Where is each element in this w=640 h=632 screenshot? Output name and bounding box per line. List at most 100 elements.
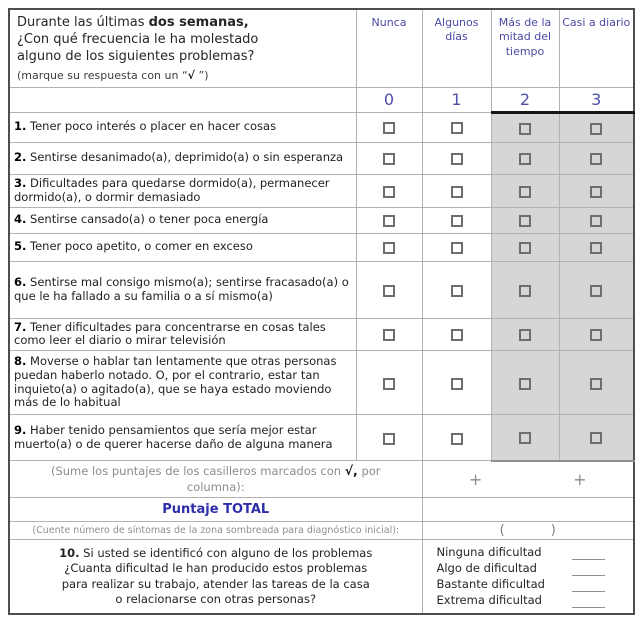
answer-cell	[421, 317, 492, 352]
symptom-count-cell: ()	[421, 521, 635, 541]
score-value-1: 1	[421, 86, 492, 113]
checkbox-item3-mas-de-la-mitad[interactable]	[519, 185, 531, 198]
item-5-text: 5. Tener poco apetito, o comer en exceso	[8, 232, 357, 262]
checkbox-item3-algunos-dias[interactable]	[450, 185, 463, 198]
difficulty-answer-line[interactable]	[572, 549, 605, 560]
answer-cell	[421, 206, 492, 234]
checkbox-item7-nunca[interactable]	[383, 329, 395, 342]
header-question-line2: ¿Con qué frecuencia le ha molestado	[17, 31, 259, 47]
item-row-9: 9. Haber tenido pensamientos que sería m…	[8, 414, 635, 462]
checkbox-item1-nunca[interactable]	[383, 122, 395, 134]
header-question-line3: alguno de los siguientes problemas?	[17, 48, 255, 64]
total-score-cell[interactable]	[421, 497, 635, 523]
checkbox-item2-algunos-dias[interactable]	[450, 153, 463, 165]
item-row-1: 1. Tener poco interés o placer en hacer …	[8, 110, 635, 143]
checkbox-item2-mas-de-la-mitad[interactable]	[519, 153, 531, 165]
item-8-text: 8. Moverse o hablar tan lentamente que o…	[8, 350, 357, 416]
difficulty-answer-line[interactable]	[572, 565, 605, 576]
checkbox-item7-casi-a-diario[interactable]	[590, 329, 603, 342]
difficulty-answer-line[interactable]	[572, 581, 605, 592]
checkbox-item2-casi-a-diario[interactable]	[590, 153, 603, 165]
difficulty-answer-line[interactable]	[572, 597, 605, 608]
phq9-form-table: Durante las últimas dos semanas, ¿Con qu…	[8, 8, 635, 615]
check-mark-icon: √	[187, 68, 196, 82]
difficulty-option-label: Algo de dificultad	[436, 560, 538, 575]
total-score-label: Puntaje TOTAL	[8, 497, 423, 523]
answer-cell	[558, 260, 635, 319]
item-6-text: 6. Sentirse mal consigo mismo(a); sentir…	[8, 260, 357, 319]
sum-instruction: (Sume los puntajes de los casilleros mar…	[8, 460, 423, 499]
answer-cell	[490, 141, 560, 175]
checkbox-item9-nunca[interactable]	[383, 432, 395, 445]
checkbox-item1-algunos-dias[interactable]	[450, 122, 463, 134]
checkbox-item8-casi-a-diario[interactable]	[590, 377, 603, 390]
header-question-cell: Durante las últimas dos semanas, ¿Con qu…	[8, 8, 357, 88]
question-10-text: 10. Si usted se identificó con alguno de…	[8, 539, 423, 615]
checkbox-item8-mas-de-la-mitad[interactable]	[519, 377, 531, 390]
checkbox-item4-algunos-dias[interactable]	[450, 215, 463, 227]
checkbox-item7-mas-de-la-mitad[interactable]	[519, 329, 531, 342]
checkbox-item5-mas-de-la-mitad[interactable]	[519, 242, 531, 254]
answer-cell	[355, 350, 423, 416]
item-4-text: 4. Sentirse cansado(a) o tener poca ener…	[8, 206, 357, 234]
checkbox-item5-algunos-dias[interactable]	[450, 242, 463, 254]
answer-cell	[355, 317, 423, 352]
checkbox-item3-casi-a-diario[interactable]	[590, 185, 603, 198]
item-row-8: 8. Moverse o hablar tan lentamente que o…	[8, 350, 635, 416]
score-row: 0 1 2 3	[8, 86, 635, 113]
difficulty-option-row: Bastante dificultad	[423, 577, 633, 593]
checkbox-item9-casi-a-diario[interactable]	[590, 432, 603, 445]
answer-cell	[490, 206, 560, 234]
answer-cell	[558, 414, 635, 462]
paren-open: (	[499, 523, 505, 539]
difficulty-option-row: Ninguna dificultad	[423, 545, 633, 561]
checkbox-item6-mas-de-la-mitad[interactable]	[519, 284, 531, 297]
column-header-algunos-dias: Algunos días	[421, 8, 492, 88]
score-row-empty-cell	[8, 86, 357, 113]
item-row-6: 6. Sentirse mal consigo mismo(a); sentir…	[8, 260, 635, 319]
answer-cell	[421, 141, 492, 175]
checkbox-item9-mas-de-la-mitad[interactable]	[519, 432, 531, 445]
answer-cell	[355, 173, 423, 208]
answer-cell	[421, 111, 492, 143]
item-row-2: 2. Sentirse desanimado(a), deprimido(a) …	[8, 141, 635, 175]
answer-cell	[490, 317, 560, 352]
answer-cell	[558, 232, 635, 262]
checkbox-item2-nunca[interactable]	[383, 153, 395, 165]
item-3-text: 3. Dificultades para quedarse dormido(a)…	[8, 173, 357, 208]
score-value-3: 3	[558, 86, 635, 113]
header-question-line1: Durante las últimas dos semanas,	[17, 15, 249, 30]
checkbox-item4-casi-a-diario[interactable]	[590, 215, 603, 227]
symptom-count-row: (Cuente número de síntomas de la zona so…	[8, 521, 635, 541]
column-header-nunca: Nunca	[355, 8, 423, 88]
checkbox-item4-nunca[interactable]	[383, 215, 395, 227]
score-value-0: 0	[355, 86, 423, 113]
mark-instruction: (marque su respuesta con un “√ ”)	[17, 68, 209, 82]
checkbox-item5-nunca[interactable]	[383, 242, 395, 254]
checkbox-item8-algunos-dias[interactable]	[450, 377, 463, 390]
answer-cell	[490, 173, 560, 208]
item-7-text: 7. Tener dificultades para concentrarse …	[8, 317, 357, 352]
total-row: Puntaje TOTAL	[8, 497, 635, 523]
answer-cell	[490, 110, 560, 143]
answer-cell	[421, 232, 492, 262]
checkbox-item7-algunos-dias[interactable]	[450, 329, 463, 342]
answer-cell	[355, 260, 423, 319]
question-10-row: 10. Si usted se identificó con alguno de…	[8, 539, 635, 615]
checkbox-item5-casi-a-diario[interactable]	[590, 242, 603, 254]
checkbox-item6-algunos-dias[interactable]	[450, 284, 463, 297]
checkbox-item1-casi-a-diario[interactable]	[590, 122, 603, 135]
checkbox-item9-algunos-dias[interactable]	[450, 432, 463, 445]
checkbox-item6-casi-a-diario[interactable]	[590, 284, 603, 297]
column-sums-cell[interactable]: + +	[421, 460, 635, 499]
checkbox-item8-nunca[interactable]	[383, 377, 395, 390]
checkbox-item4-mas-de-la-mitad[interactable]	[519, 215, 531, 227]
symptom-count-instruction: (Cuente número de síntomas de la zona so…	[8, 521, 423, 541]
difficulty-options-cell: Ninguna dificultad Algo de dificultad Ba…	[421, 539, 635, 615]
difficulty-option-row: Extrema dificultad	[423, 593, 633, 609]
answer-cell	[355, 141, 423, 175]
checkbox-item1-mas-de-la-mitad[interactable]	[519, 122, 531, 135]
checkbox-item6-nunca[interactable]	[383, 284, 395, 297]
answer-cell	[355, 206, 423, 234]
checkbox-item3-nunca[interactable]	[383, 185, 395, 198]
